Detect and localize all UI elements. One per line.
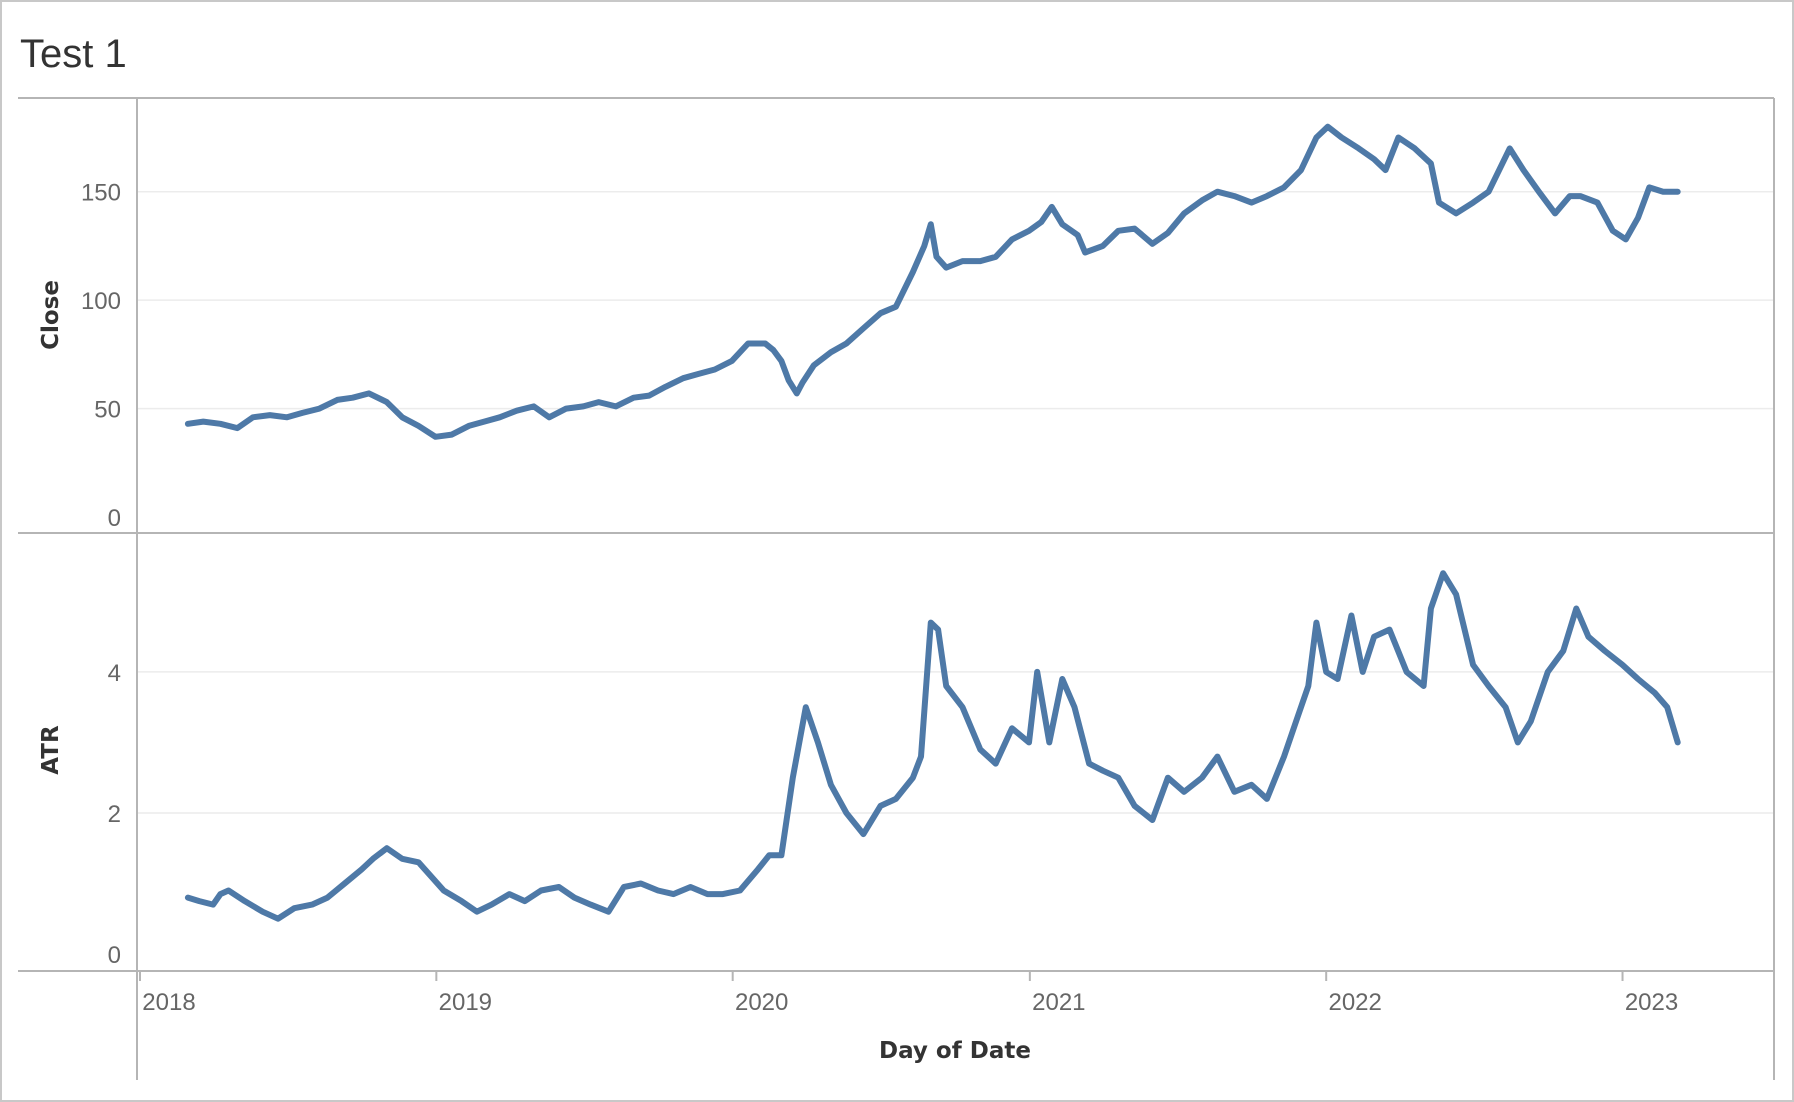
y-tick-label: 150 bbox=[81, 180, 121, 207]
y-tick-labels: 0 50 100 150 0 2 4 bbox=[81, 180, 121, 969]
x-tick-labels: 2018 2019 2020 2021 2022 2023 bbox=[139, 971, 1678, 1016]
y-tick-label: 50 bbox=[94, 397, 121, 424]
y-tick-label: 2 bbox=[108, 801, 121, 828]
y-tick-label: 4 bbox=[108, 660, 121, 687]
series-layer bbox=[184, 123, 1681, 922]
x-tick-label: 2018 bbox=[142, 989, 195, 1016]
close-series-line bbox=[184, 123, 1681, 440]
x-tick-label: 2019 bbox=[439, 989, 492, 1016]
atr-series-line bbox=[184, 570, 1681, 922]
y-tick-label: 0 bbox=[108, 505, 121, 532]
y-axis-title-close: Close bbox=[38, 280, 64, 350]
y-axis-title-atr: ATR bbox=[38, 725, 64, 775]
x-tick-label: 2020 bbox=[735, 989, 788, 1016]
x-tick-label: 2022 bbox=[1328, 989, 1381, 1016]
chart-title: Test 1 bbox=[20, 32, 127, 76]
x-tick-label: 2021 bbox=[1032, 989, 1085, 1016]
x-tick-label: 2023 bbox=[1625, 989, 1678, 1016]
x-axis-title: Day of Date bbox=[879, 1038, 1031, 1064]
y-tick-label: 0 bbox=[108, 942, 121, 969]
y-tick-label: 100 bbox=[81, 288, 121, 315]
grid-layer bbox=[137, 190, 1774, 814]
